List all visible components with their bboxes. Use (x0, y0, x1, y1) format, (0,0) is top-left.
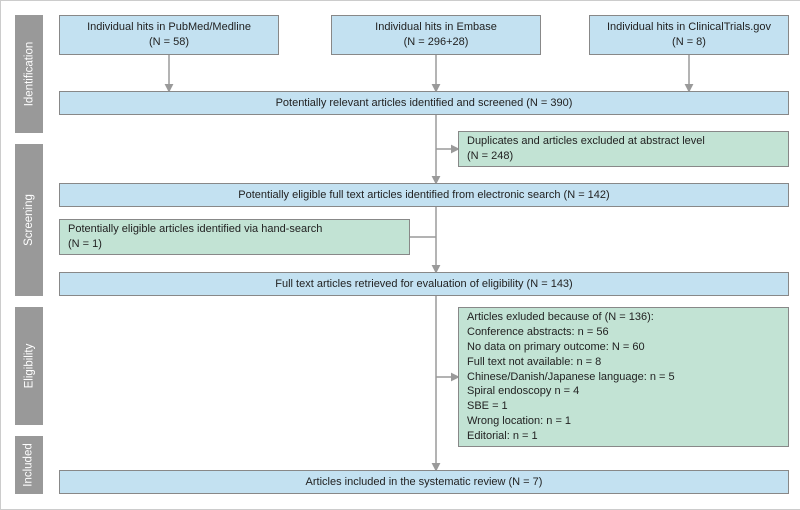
box-excluded-line: Editorial: n = 1 (467, 429, 780, 444)
box-included-line: Articles included in the systematic revi… (306, 475, 543, 490)
box-retrieved-line: Full text articles retrieved for evaluat… (275, 277, 572, 292)
box-excluded: Articles exluded because of (N = 136):Co… (458, 307, 789, 447)
box-included: Articles included in the systematic revi… (59, 470, 789, 494)
phase-included: Included (15, 436, 43, 494)
box-hand: Potentially eligible articles identified… (59, 219, 410, 255)
box-pubmed-line: (N = 58) (149, 35, 189, 50)
box-dup-line: Duplicates and articles excluded at abst… (467, 134, 780, 149)
box-ctgov: Individual hits in ClinicalTrials.gov(N … (589, 15, 789, 55)
phase-label: Included (23, 443, 35, 486)
box-embase-line: (N = 296+28) (404, 35, 469, 50)
prisma-flowchart: Individual hits in PubMed/Medline(N = 58… (0, 0, 800, 510)
box-excluded-line: SBE = 1 (467, 399, 780, 414)
box-screened-line: Potentially relevant articles identified… (276, 96, 573, 111)
phase-eligibility: Eligibility (15, 307, 43, 425)
box-screened: Potentially relevant articles identified… (59, 91, 789, 115)
phase-label: Identification (23, 42, 35, 107)
box-retrieved: Full text articles retrieved for evaluat… (59, 272, 789, 296)
box-ctgov-line: Individual hits in ClinicalTrials.gov (607, 20, 771, 35)
box-dup-line: (N = 248) (467, 149, 780, 164)
box-embase: Individual hits in Embase(N = 296+28) (331, 15, 541, 55)
box-excluded-line: Full text not available: n = 8 (467, 355, 780, 370)
box-excluded-line: Articles exluded because of (N = 136): (467, 310, 780, 325)
phase-label: Eligibility (23, 344, 35, 389)
phase-label: Screening (23, 194, 35, 246)
phase-identification: Identification (15, 15, 43, 133)
box-excluded-line: Chinese/Danish/Japanese language: n = 5 (467, 370, 780, 385)
box-excluded-line: Wrong location: n = 1 (467, 414, 780, 429)
box-pubmed-line: Individual hits in PubMed/Medline (87, 20, 251, 35)
phase-screening: Screening (15, 144, 43, 296)
box-ctgov-line: (N = 8) (672, 35, 706, 50)
box-pubmed: Individual hits in PubMed/Medline(N = 58… (59, 15, 279, 55)
box-embase-line: Individual hits in Embase (375, 20, 497, 35)
box-dup: Duplicates and articles excluded at abst… (458, 131, 789, 167)
box-hand-line: Potentially eligible articles identified… (68, 222, 401, 237)
box-excluded-line: Spiral endoscopy n = 4 (467, 384, 780, 399)
box-ftident: Potentially eligible full text articles … (59, 183, 789, 207)
box-excluded-line: Conference abstracts: n = 56 (467, 325, 780, 340)
box-ftident-line: Potentially eligible full text articles … (238, 188, 609, 203)
box-hand-line: (N = 1) (68, 237, 401, 252)
box-excluded-line: No data on primary outcome: N = 60 (467, 340, 780, 355)
